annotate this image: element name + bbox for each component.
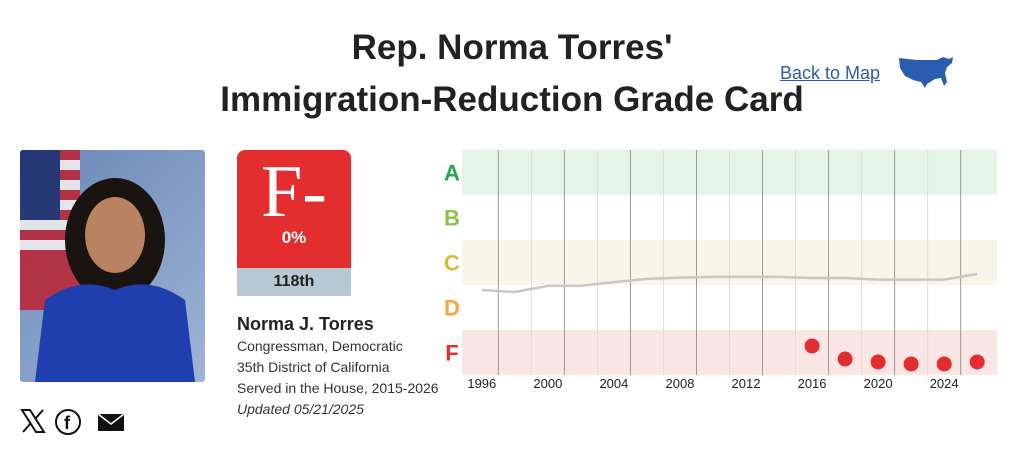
grade-percent: 0%: [281, 228, 307, 247]
svg-text:f: f: [64, 413, 71, 433]
grade-label-F: F: [445, 341, 458, 366]
congress-label: 118th: [237, 268, 351, 296]
title-line-1: Rep. Norma Torres': [351, 28, 673, 67]
member-photo: [20, 150, 205, 382]
updated-date: Updated 05/21/2025: [237, 401, 364, 417]
grade-point: [969, 354, 985, 370]
grade-point: [804, 338, 820, 354]
x-tick-label: 2024: [930, 376, 959, 391]
x-tick-label: 2020: [864, 376, 893, 391]
x-icon[interactable]: [20, 408, 46, 441]
member-role: Congressman, Democratic: [237, 338, 403, 354]
grade-label-A: A: [444, 161, 460, 186]
title-line-2: Immigration-Reduction Grade Card: [220, 80, 804, 119]
member-name: Norma J. Torres: [237, 314, 374, 334]
grade-label-D: D: [444, 296, 460, 321]
member-served: Served in the House, 2015-2026: [237, 380, 439, 396]
x-tick-label: 2008: [666, 376, 695, 391]
grade-band-C: [462, 240, 997, 285]
grade-badge: F- 0%: [237, 150, 351, 268]
x-tick-label: 2012: [732, 376, 761, 391]
grade-point: [870, 354, 886, 370]
x-tick-label: 2000: [533, 376, 562, 391]
grade-label-B: B: [444, 206, 460, 231]
grade-label-C: C: [444, 251, 460, 276]
facebook-icon[interactable]: f: [54, 408, 82, 443]
x-tick-label: 1996: [467, 376, 496, 391]
grade-point: [936, 356, 952, 372]
grade-point: [837, 351, 853, 367]
grade-point: [903, 356, 919, 372]
x-tick-label: 2004: [599, 376, 628, 391]
grade-band-F: [462, 330, 997, 375]
us-map-icon[interactable]: [897, 54, 955, 90]
grade-band-D: [462, 285, 997, 330]
average-line: [481, 272, 978, 294]
grade-band-A: [462, 150, 997, 195]
email-icon[interactable]: [97, 408, 125, 441]
back-to-map-link[interactable]: Back to Map: [780, 63, 881, 83]
grade-letter: F-: [261, 151, 327, 233]
page-title: Rep. Norma Torres' Immigration-Reduction…: [0, 22, 1024, 126]
member-district: 35th District of California: [237, 359, 390, 375]
member-info: Norma J. Torres Congressman, Democratic …: [237, 312, 439, 420]
x-tick-label: 2016: [798, 376, 827, 391]
grade-band-B: [462, 195, 997, 240]
